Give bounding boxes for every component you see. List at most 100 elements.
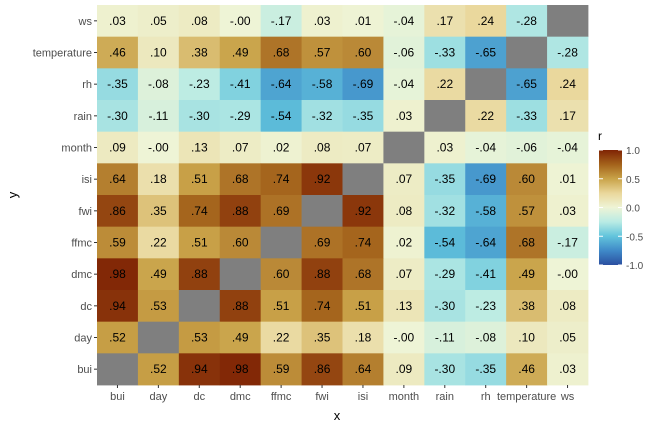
cell-rain-isi bbox=[342, 100, 384, 133]
cell-ffmc-ffmc bbox=[260, 226, 302, 259]
cell-label: .92 bbox=[314, 172, 331, 186]
cell-isi-bui bbox=[97, 163, 139, 196]
cell-label: -.08 bbox=[148, 77, 169, 91]
cell-month-rh bbox=[465, 131, 507, 164]
legend-colorbar bbox=[599, 150, 622, 265]
cell-label: .01 bbox=[355, 14, 372, 28]
y-tick-label-fwi: fwi bbox=[79, 206, 92, 218]
cell-ffmc-fwi bbox=[301, 226, 343, 259]
cell-label: -.29 bbox=[230, 109, 251, 123]
cell-label: .49 bbox=[232, 331, 249, 345]
cell-label: .88 bbox=[232, 204, 249, 218]
cell-fwi-dmc bbox=[219, 195, 262, 228]
cell-label: -.17 bbox=[557, 236, 578, 250]
cell-label: -.17 bbox=[271, 14, 292, 28]
cell-label: -.30 bbox=[434, 362, 455, 376]
cell-label: .51 bbox=[191, 172, 208, 186]
cell-label: -.00 bbox=[148, 141, 169, 155]
cell-label: .94 bbox=[191, 362, 208, 376]
cell-label: .59 bbox=[109, 236, 126, 250]
cell-temperature-bui bbox=[97, 36, 139, 69]
cell-label: -.08 bbox=[475, 331, 496, 345]
cell-rain-ffmc bbox=[260, 100, 302, 133]
cell-label: -.35 bbox=[475, 362, 496, 376]
cell-rh-ws bbox=[547, 68, 589, 101]
cell-fwi-dc bbox=[178, 195, 221, 228]
cell-label: .08 bbox=[396, 204, 413, 218]
cell-month-dmc bbox=[219, 131, 262, 164]
y-axis-ticks: ws temperature rh rain month isi fwi ffmc dmc dc d… bbox=[33, 16, 97, 376]
cell-rain-ws bbox=[547, 100, 589, 133]
cell-day-month bbox=[383, 321, 425, 354]
y-tick-label-isi: isi bbox=[82, 174, 92, 186]
cell-bui-month bbox=[383, 353, 425, 386]
cell-fwi-fwi bbox=[301, 195, 343, 228]
cell-label: .38 bbox=[518, 299, 535, 313]
cell-label: .05 bbox=[150, 14, 167, 28]
cell-label: .02 bbox=[396, 236, 413, 250]
cell-day-ffmc bbox=[260, 321, 302, 354]
cell-label: .68 bbox=[273, 46, 290, 60]
cell-label: .22 bbox=[273, 331, 290, 345]
y-tick-label-rh: rh bbox=[82, 79, 92, 91]
cell-ws-isi bbox=[342, 5, 384, 38]
cell-rh-ffmc bbox=[260, 68, 302, 101]
cell-label: -.23 bbox=[189, 77, 210, 91]
cell-label: .35 bbox=[150, 204, 167, 218]
cell-label: -.33 bbox=[434, 46, 455, 60]
legend-tick-label: -1.0 bbox=[626, 261, 644, 272]
cell-label: -.04 bbox=[394, 77, 415, 91]
cell-label: .74 bbox=[355, 236, 372, 250]
cell-ws-month bbox=[383, 5, 425, 38]
cell-dmc-bui bbox=[97, 258, 139, 291]
cell-label: .10 bbox=[150, 46, 167, 60]
cell-label: .46 bbox=[518, 362, 535, 376]
cell-fwi-ws bbox=[547, 195, 589, 228]
cell-label: .51 bbox=[191, 236, 208, 250]
cell-label: -.35 bbox=[434, 172, 455, 186]
cell-dc-fwi bbox=[301, 290, 343, 323]
cell-label: .07 bbox=[232, 141, 249, 155]
cell-month-ws bbox=[547, 131, 589, 164]
cell-label: .51 bbox=[355, 299, 372, 313]
cell-label: -.00 bbox=[394, 331, 415, 345]
cell-dmc-dc bbox=[178, 258, 221, 291]
cell-dc-day bbox=[137, 290, 180, 323]
cell-label: -.41 bbox=[230, 77, 251, 91]
x-axis-title: x bbox=[334, 408, 341, 423]
cell-label: .49 bbox=[150, 267, 167, 281]
cell-rh-month bbox=[383, 68, 425, 101]
cell-label: -.06 bbox=[516, 141, 537, 155]
cell-dmc-ws bbox=[547, 258, 589, 291]
cell-label: .69 bbox=[314, 236, 331, 250]
cell-day-isi bbox=[342, 321, 384, 354]
cell-label: .18 bbox=[150, 172, 167, 186]
cell-bui-dc bbox=[178, 353, 221, 386]
cell-dc-isi bbox=[342, 290, 384, 323]
cell-rh-bui bbox=[97, 68, 139, 101]
y-tick-label-month: month bbox=[61, 143, 92, 155]
cell-label: .57 bbox=[518, 204, 535, 218]
cell-temperature-ws bbox=[547, 36, 589, 69]
x-axis-ticks: bui day dc dmc ffmc fwi isi month rain rh temperat… bbox=[110, 385, 575, 403]
cell-label: -.30 bbox=[189, 109, 210, 123]
cell-label: .03 bbox=[109, 14, 126, 28]
legend-tick-label: 0.0 bbox=[626, 204, 640, 215]
cell-bui-temperature bbox=[506, 353, 548, 386]
cell-ffmc-rain bbox=[424, 226, 466, 259]
cell-label: .17 bbox=[559, 109, 576, 123]
cell-ws-ffmc bbox=[260, 5, 302, 38]
cell-temperature-dmc bbox=[219, 36, 262, 69]
cell-month-bui bbox=[97, 131, 139, 164]
cell-dc-rh bbox=[465, 290, 507, 323]
cell-month-rain bbox=[424, 131, 466, 164]
cell-temperature-fwi bbox=[301, 36, 343, 69]
cell-rain-fwi bbox=[301, 100, 343, 133]
cell-bui-rh bbox=[465, 353, 507, 386]
cell-month-temperature bbox=[506, 131, 548, 164]
cell-month-isi bbox=[342, 131, 384, 164]
cell-label: -.33 bbox=[516, 109, 537, 123]
cell-ffmc-dmc bbox=[219, 226, 262, 259]
cell-label: .59 bbox=[273, 362, 290, 376]
cell-label: -.54 bbox=[271, 109, 292, 123]
